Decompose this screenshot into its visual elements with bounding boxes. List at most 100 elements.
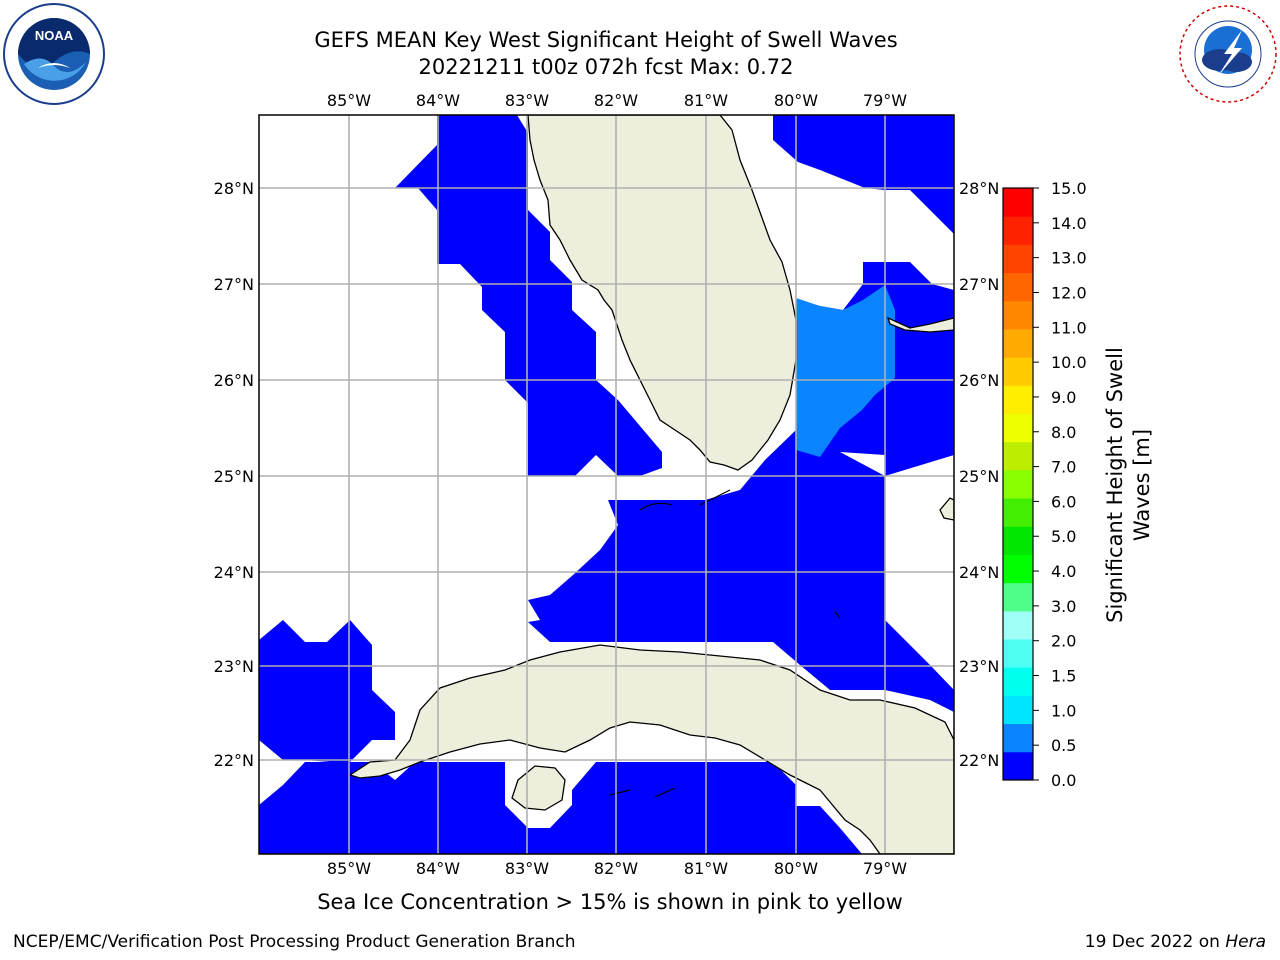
swell-region-west-cuba xyxy=(259,620,395,762)
lon-tick-label: 81°W xyxy=(684,91,728,110)
colorbar-bin xyxy=(1003,751,1033,781)
colorbar-bin xyxy=(1003,667,1033,696)
lon-tick-label: 82°W xyxy=(594,859,638,878)
footer-date-text: 19 Dec 2022 on xyxy=(1084,932,1226,952)
lat-tick-label: 23°N xyxy=(959,657,999,676)
lon-tick-label: 83°W xyxy=(505,859,549,878)
lon-tick-label: 85°W xyxy=(327,91,371,110)
map-title: GEFS MEAN Key West Significant Height of… xyxy=(314,28,898,52)
lat-tick-label: 26°N xyxy=(959,371,999,390)
swell-region-south xyxy=(259,762,862,854)
colorbar-tick-label: 8.0 xyxy=(1051,423,1076,442)
colorbar-bin xyxy=(1003,385,1033,415)
map-subtitle: 20221211 t00z 072h fcst Max: 0.72 xyxy=(418,55,794,79)
colorbar-tick-label: 1.5 xyxy=(1051,667,1076,686)
lon-tick-label: 80°W xyxy=(774,859,818,878)
footer-date: 19 Dec 2022 on Hera xyxy=(1085,932,1266,952)
lat-tick-label: 28°N xyxy=(214,179,254,198)
colorbar-bin xyxy=(1003,244,1033,274)
lat-tick-label: 25°N xyxy=(214,467,254,486)
colorbar-tick-label: 3.0 xyxy=(1051,597,1076,616)
colorbar-tick-labels: 15.0 14.0 13.0 12.0 11.0 10.0 9.0 8.0 7.0 6.0 5.0 4… xyxy=(1033,179,1087,790)
colorbar-tick-label: 14.0 xyxy=(1051,214,1087,233)
colorbar-tick-label: 13.0 xyxy=(1051,249,1087,268)
colorbar-bin xyxy=(1003,695,1033,725)
colorbar-bin xyxy=(1003,639,1033,668)
lat-tick-label: 26°N xyxy=(214,371,254,390)
longitude-labels-bottom: 85°W 84°W 83°W 82°W 81°W 80°W 79°W xyxy=(327,859,907,878)
colorbar-bin xyxy=(1003,582,1033,612)
noaa-logo-icon: NOAA xyxy=(3,3,105,105)
svg-text:NOAA: NOAA xyxy=(35,28,74,43)
land-masses xyxy=(348,115,954,854)
lon-tick-label: 83°W xyxy=(505,91,549,110)
lon-tick-label: 81°W xyxy=(684,859,728,878)
footer-machine: Hera xyxy=(1225,932,1266,952)
swell-region-atlantic-northeast xyxy=(773,115,954,234)
colorbar-tick-label: 15.0 xyxy=(1051,179,1087,198)
colorbar-tick-label: 0.0 xyxy=(1051,771,1076,790)
colorbar-bin xyxy=(1003,441,1033,471)
isle-of-youth xyxy=(511,765,566,811)
colorbar-label-line1: Significant Height of Swell xyxy=(1103,347,1127,623)
colorbar-bin xyxy=(1003,357,1033,386)
colorbar-bin xyxy=(1003,272,1033,302)
longitude-labels-top: 85°W 84°W 83°W 82°W 81°W 80°W 79°W xyxy=(327,91,907,110)
colorbar-frame xyxy=(1002,187,1034,781)
colorbar-bin xyxy=(1003,300,1033,330)
lon-tick-label: 80°W xyxy=(774,91,818,110)
lat-tick-label: 24°N xyxy=(214,563,254,582)
latitude-labels-right: 28°N 27°N 26°N 25°N 24°N 23°N 22°N xyxy=(959,179,999,770)
colorbar-bin xyxy=(1003,610,1033,640)
lon-tick-label: 79°W xyxy=(863,91,907,110)
swell-0.5-1.0m-region xyxy=(796,285,895,457)
colorbar-tick-label: 2.0 xyxy=(1051,632,1076,651)
nws-logo-icon xyxy=(1178,4,1278,104)
colorbar-tick-label: 12.0 xyxy=(1051,283,1087,302)
colorbar-bin xyxy=(1003,216,1033,245)
colorbar-tick-label: 0.5 xyxy=(1051,736,1076,755)
lon-tick-label: 85°W xyxy=(327,859,371,878)
lat-tick-label: 28°N xyxy=(959,179,999,198)
footer-credit: NCEP/EMC/Verification Post Processing Pr… xyxy=(13,932,576,952)
lat-tick-label: 27°N xyxy=(214,275,254,294)
colorbar xyxy=(1002,187,1034,781)
lat-tick-label: 25°N xyxy=(959,467,999,486)
lon-tick-label: 84°W xyxy=(416,91,460,110)
colorbar-bin xyxy=(1003,498,1033,527)
colorbar-tick-label: 9.0 xyxy=(1051,388,1076,407)
lon-tick-label: 84°W xyxy=(416,859,460,878)
colorbar-bin xyxy=(1003,554,1033,584)
lat-tick-label: 22°N xyxy=(959,751,999,770)
colorbar-tick-label: 5.0 xyxy=(1051,527,1076,546)
latitude-labels-left: 28°N 27°N 26°N 25°N 24°N 23°N 22°N xyxy=(214,179,254,770)
colorbar-bin xyxy=(1003,469,1033,499)
colorbar-tick-label: 4.0 xyxy=(1051,562,1076,581)
lat-tick-label: 27°N xyxy=(959,275,999,294)
coastline-details xyxy=(609,489,841,798)
colorbar-tick-label: 10.0 xyxy=(1051,353,1087,372)
colorbar-bin xyxy=(1003,526,1033,555)
andros-island xyxy=(939,497,954,521)
colorbar-bin xyxy=(1003,723,1033,753)
gridlines xyxy=(259,115,954,854)
colorbar-tick-label: 6.0 xyxy=(1051,492,1076,511)
sea-ice-note: Sea Ice Concentration > 15% is shown in … xyxy=(317,890,903,914)
colorbar-bin xyxy=(1003,328,1033,358)
map-frame xyxy=(258,114,955,855)
florida-landmass xyxy=(527,115,797,471)
lon-tick-label: 82°W xyxy=(594,91,638,110)
colorbar-label-line2: Waves [m] xyxy=(1130,429,1154,541)
swell-region-gulf-north xyxy=(395,115,662,476)
lat-tick-label: 23°N xyxy=(214,657,254,676)
swell-0-0.5m-regions xyxy=(259,115,954,854)
lat-tick-label: 24°N xyxy=(959,563,999,582)
colorbar-bin xyxy=(1003,413,1033,443)
colorbar-tick-label: 11.0 xyxy=(1051,318,1087,337)
grand-bahama xyxy=(886,316,954,333)
colorbar-tick-label: 7.0 xyxy=(1051,458,1076,477)
cuba-landmass xyxy=(348,644,954,854)
colorbar-bin xyxy=(1003,188,1033,217)
lon-tick-label: 79°W xyxy=(863,859,907,878)
